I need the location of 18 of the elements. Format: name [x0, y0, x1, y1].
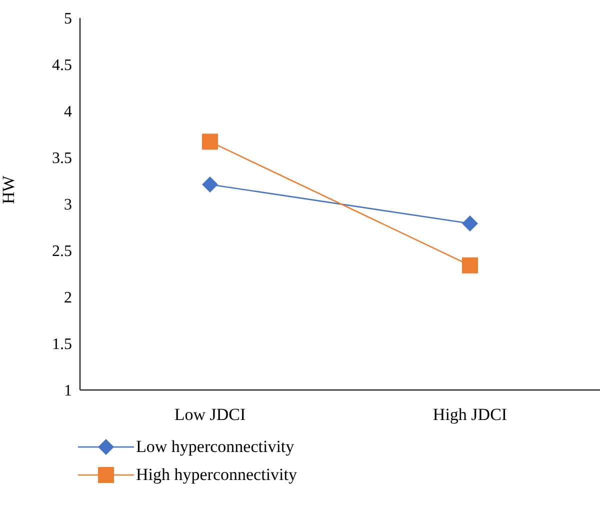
point — [202, 176, 218, 192]
y-tick-label: 4.5 — [52, 57, 72, 74]
y-tick-label: 2.5 — [52, 243, 72, 260]
y-tick-label: 4 — [64, 104, 72, 121]
x-tick-label: Low JDCI — [174, 405, 246, 424]
point — [462, 257, 478, 274]
legend-label: Low hyperconnectivity — [136, 437, 294, 457]
y-tick-label: 1.5 — [52, 336, 72, 354]
y-tick-label: 3 — [64, 196, 72, 214]
y-tick-label: 1 — [64, 382, 72, 400]
y-tick-label: 5 — [64, 10, 72, 28]
y-tick-label: 2 — [64, 290, 72, 307]
x-tick-label: High JDCI — [432, 405, 508, 424]
y-tick-label: 3.5 — [52, 150, 72, 168]
legend-label: High hyperconnectivity — [136, 465, 297, 485]
point — [462, 216, 478, 232]
y-axis-title: HW — [0, 174, 18, 204]
point — [202, 134, 218, 150]
